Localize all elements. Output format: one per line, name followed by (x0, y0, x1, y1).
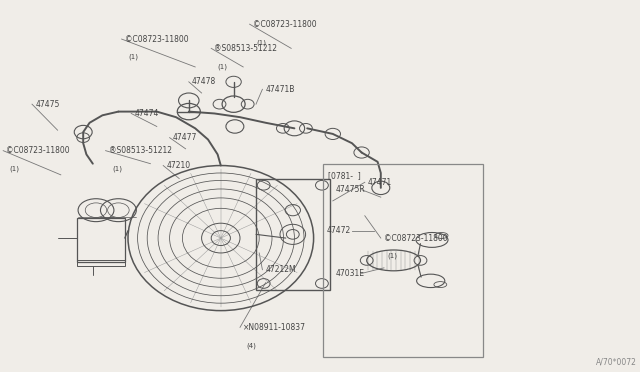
Text: 47031E: 47031E (336, 269, 365, 278)
Text: (1): (1) (10, 166, 20, 172)
Bar (77, 218, 125, 262)
Text: 47212M: 47212M (266, 265, 296, 274)
Bar (323, 164, 483, 357)
Text: (1): (1) (218, 63, 228, 70)
Text: ©C08723-11800: ©C08723-11800 (253, 20, 316, 29)
Bar (256, 179, 330, 290)
Text: 47478: 47478 (192, 77, 216, 86)
Text: 47475: 47475 (35, 100, 60, 109)
Text: 47477: 47477 (173, 133, 197, 142)
Text: 47471B: 47471B (266, 85, 295, 94)
Text: 47475R: 47475R (336, 185, 365, 194)
Text: (1): (1) (387, 253, 397, 259)
Text: ®S08513-51212: ®S08513-51212 (214, 44, 277, 53)
Text: 47210: 47210 (166, 161, 191, 170)
Text: ®S08513-51212: ®S08513-51212 (109, 146, 172, 155)
Text: ©C08723-11800: ©C08723-11800 (6, 146, 70, 155)
Text: (4): (4) (246, 342, 256, 349)
Text: (1): (1) (128, 54, 138, 60)
Text: ×N08911-10837: ×N08911-10837 (243, 323, 306, 332)
Text: (1): (1) (256, 39, 266, 45)
Text: 47474: 47474 (134, 109, 159, 118)
Text: 47471: 47471 (368, 178, 392, 187)
Text: 47472: 47472 (326, 226, 351, 235)
Text: (1): (1) (112, 166, 122, 172)
Bar (77, 260, 125, 266)
Text: ©C08723-11800: ©C08723-11800 (384, 234, 447, 243)
Text: [0781-  ]: [0781- ] (328, 171, 361, 180)
Text: A/70*0072: A/70*0072 (596, 357, 637, 366)
Text: ©C08723-11800: ©C08723-11800 (125, 35, 188, 44)
